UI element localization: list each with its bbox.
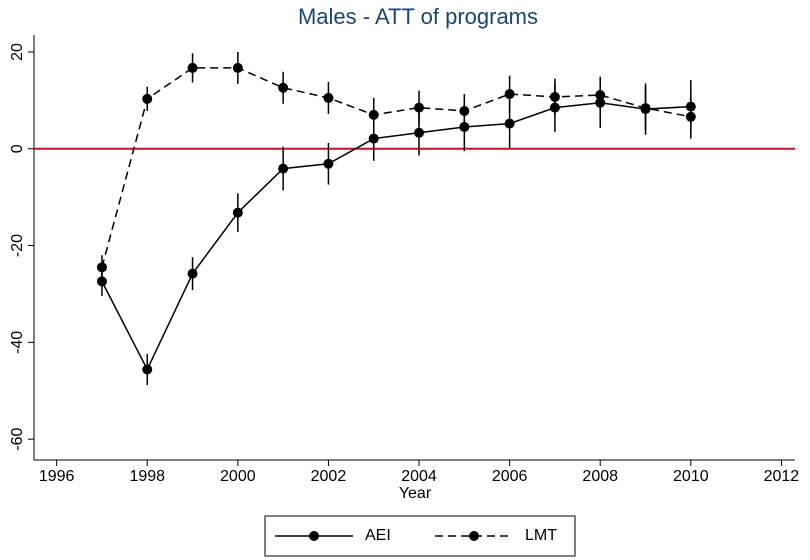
x-axis-label: Year: [399, 485, 432, 502]
y-tick-label: -40: [9, 331, 26, 354]
point: [414, 127, 425, 138]
point: [96, 262, 107, 273]
x-tick-label: 2008: [582, 468, 618, 485]
x-tick-label: 2010: [673, 468, 709, 485]
x-tick-label: 2002: [311, 468, 347, 485]
x-tick-label: 1996: [39, 468, 75, 485]
point: [278, 163, 289, 174]
series-line: [101, 102, 691, 372]
point: [504, 89, 515, 100]
x-tick-label: 2004: [401, 468, 437, 485]
y-tick-label: 0: [9, 144, 26, 153]
legend-marker: [309, 531, 319, 541]
point: [142, 364, 153, 375]
point: [685, 111, 696, 122]
point: [232, 207, 243, 218]
point: [414, 102, 425, 113]
x-tick-label: 2000: [220, 468, 256, 485]
point: [459, 105, 470, 116]
legend-marker: [469, 531, 479, 541]
point: [368, 133, 379, 144]
y-tick-label: 20: [9, 43, 26, 61]
legend-box: [264, 515, 576, 557]
point: [323, 92, 334, 103]
point: [595, 90, 606, 101]
point: [504, 118, 515, 129]
point: [640, 103, 651, 114]
point: [549, 91, 560, 102]
point: [368, 109, 379, 120]
x-tick-label: 1998: [129, 468, 165, 485]
x-tick-label: 2006: [492, 468, 528, 485]
point: [187, 62, 198, 73]
point: [96, 276, 107, 287]
legend-label: AEI: [365, 527, 391, 544]
point: [142, 93, 153, 104]
chart-title: Males - ATT of programs: [298, 4, 538, 29]
legend-label: LMT: [525, 527, 557, 544]
y-tick-label: -60: [9, 428, 26, 451]
y-tick-label: -20: [9, 234, 26, 257]
point: [187, 268, 198, 279]
point: [232, 62, 243, 73]
x-tick-label: 2012: [764, 468, 800, 485]
series-line: [101, 67, 691, 268]
point: [278, 82, 289, 93]
point: [323, 158, 334, 169]
